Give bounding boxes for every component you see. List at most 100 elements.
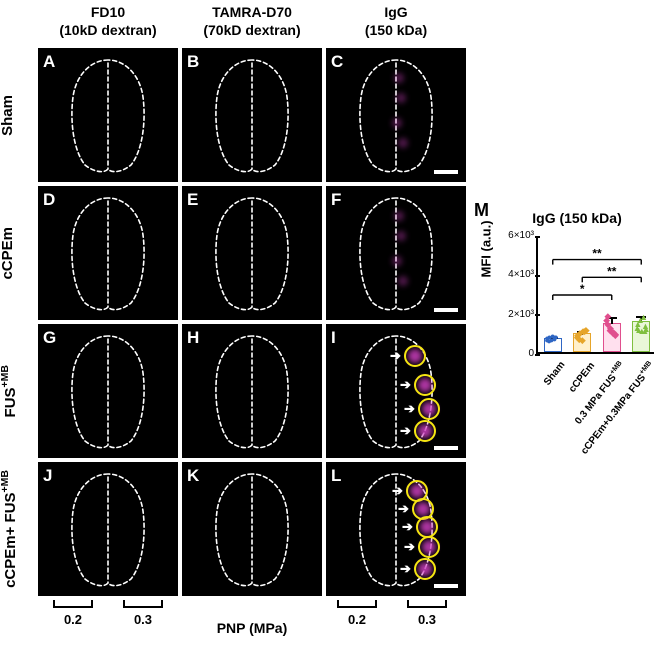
row-label: cCPEm: [0, 227, 38, 280]
brain-outline: [205, 469, 299, 589]
pnp-v2b: 0.3: [418, 612, 436, 627]
col-title-2-line1: TAMRA-D70: [182, 4, 322, 22]
pnp-label: PNP (MPa): [182, 620, 322, 636]
arrow-icon: ➔: [398, 501, 409, 517]
panel-C: C: [326, 48, 466, 182]
grid-row: FUS+MBG H I ➔ ➔ ➔ ➔: [0, 324, 470, 458]
chart-title: IgG (150 kDa): [492, 210, 662, 226]
grid-row: cCPEm+ FUS+MBJ K L ➔ ➔ ➔ ➔ ➔: [0, 462, 470, 596]
panel-letter: D: [43, 190, 55, 210]
svg-text:*: *: [580, 282, 585, 296]
pnp-v1: 0.2: [64, 612, 82, 627]
scale-bar: [434, 170, 458, 174]
x-tick-label: Sham: [542, 360, 567, 388]
arrow-icon: ➔: [400, 423, 411, 439]
target-ring: [416, 516, 438, 538]
panel-E: E: [182, 186, 322, 320]
col-title-2-line2: (70kD dextran): [182, 22, 322, 40]
scale-bar: [434, 584, 458, 588]
chart-ylabel: MFI (a.u.): [479, 220, 494, 277]
x-tick-label: cCPEm: [567, 360, 597, 394]
panel-letter: H: [187, 328, 199, 348]
y-tick: 4×10³: [498, 269, 534, 280]
panel-J: J: [38, 462, 178, 596]
target-ring: [418, 398, 440, 420]
arrow-icon: ➔: [392, 483, 403, 499]
panel-letter: I: [331, 328, 336, 348]
pnp-col-3: 0.2 0.3: [322, 600, 462, 627]
panel-A: A: [38, 48, 178, 182]
row-label: Sham: [0, 95, 38, 136]
signal-spot: [396, 231, 406, 241]
col-header-1: FD10 (10kD dextran): [38, 4, 178, 48]
panel-L: L ➔ ➔ ➔ ➔ ➔: [326, 462, 466, 596]
panel-letter: J: [43, 466, 52, 486]
y-tick: 6×10³: [498, 230, 534, 241]
panel-letter: A: [43, 52, 55, 72]
panel-letter: G: [43, 328, 56, 348]
arrow-icon: ➔: [400, 377, 411, 393]
column-headers: FD10 (10kD dextran) TAMRA-D70 (70kD dext…: [0, 4, 470, 48]
panel-letter: L: [331, 466, 341, 486]
panel-D: D: [38, 186, 178, 320]
pnp-col-1: 0.2 0.3: [38, 600, 178, 627]
panel-letter: B: [187, 52, 199, 72]
row-label: cCPEm+ FUS+MB: [0, 470, 38, 588]
panel-I: I ➔ ➔ ➔ ➔: [326, 324, 466, 458]
signal-spot: [396, 93, 406, 103]
image-grid: FD10 (10kD dextran) TAMRA-D70 (70kD dext…: [0, 0, 470, 646]
y-tick: 0: [498, 348, 534, 359]
significance-overlay: * ** **: [538, 236, 656, 354]
chart-box: IgG (150 kDa) MFI (a.u.) 02×10³4×10³6×10…: [492, 210, 662, 440]
col-title-1-line2: (10kD dextran): [38, 22, 178, 40]
brain-outline: [205, 193, 299, 313]
arrow-icon: ➔: [402, 519, 413, 535]
scale-bar: [434, 308, 458, 312]
signal-spot: [398, 138, 408, 148]
svg-text:**: **: [592, 247, 602, 261]
brain-outline: [61, 55, 155, 175]
brain-outline: [205, 331, 299, 451]
pnp-v1b: 0.2: [348, 612, 366, 627]
signal-spot: [398, 276, 408, 286]
signal-spot: [394, 73, 404, 83]
plot-area: 02×10³4×10³6×10³●●●●●●●●●Sham◆◆◆◆◆◆◆◆◆cC…: [536, 236, 654, 354]
panel-K: K: [182, 462, 322, 596]
panel-F: F: [326, 186, 466, 320]
signal-spot: [392, 118, 402, 128]
panel-letter-M: M: [474, 200, 489, 221]
panel-H: H: [182, 324, 322, 458]
brain-outline: [61, 331, 155, 451]
brain-outline: [61, 193, 155, 313]
brain-outline: [205, 55, 299, 175]
signal-spot: [392, 256, 402, 266]
grid-row: cCPEmD E F: [0, 186, 470, 320]
grid-row: Sham A B C: [0, 48, 470, 182]
panel-G: G: [38, 324, 178, 458]
target-ring: [418, 536, 440, 558]
col-title-1-line1: FD10: [38, 4, 178, 22]
signal-spot: [394, 211, 404, 221]
row-label: FUS+MB: [0, 365, 38, 417]
pnp-axis: 0.2 0.3 PNP (MPa) 0.2 0.3: [0, 600, 470, 644]
brain-outline: [61, 469, 155, 589]
arrow-icon: ➔: [390, 348, 401, 364]
scale-bar: [434, 446, 458, 450]
panel-letter: C: [331, 52, 343, 72]
arrow-icon: ➔: [404, 539, 415, 555]
target-ring: [414, 558, 436, 580]
arrow-icon: ➔: [404, 401, 415, 417]
target-ring: [414, 420, 436, 442]
col-title-3-line2: (150 kDa): [326, 22, 466, 40]
col-header-2: TAMRA-D70 (70kD dextran): [182, 4, 322, 48]
panel-letter: E: [187, 190, 198, 210]
target-ring: [404, 345, 426, 367]
svg-text:**: **: [607, 264, 617, 278]
grid-rows: ShamA B C cCPEmD E F FUS+MBG H I ➔➔➔➔cCP…: [0, 48, 470, 596]
col-header-3: IgG (150 kDa): [326, 4, 466, 48]
chart-panel: M IgG (150 kDa) MFI (a.u.) 02×10³4×10³6×…: [470, 0, 671, 646]
arrow-icon: ➔: [400, 561, 411, 577]
target-ring: [414, 374, 436, 396]
col-title-3-line1: IgG: [326, 4, 466, 22]
y-tick: 2×10³: [498, 309, 534, 320]
